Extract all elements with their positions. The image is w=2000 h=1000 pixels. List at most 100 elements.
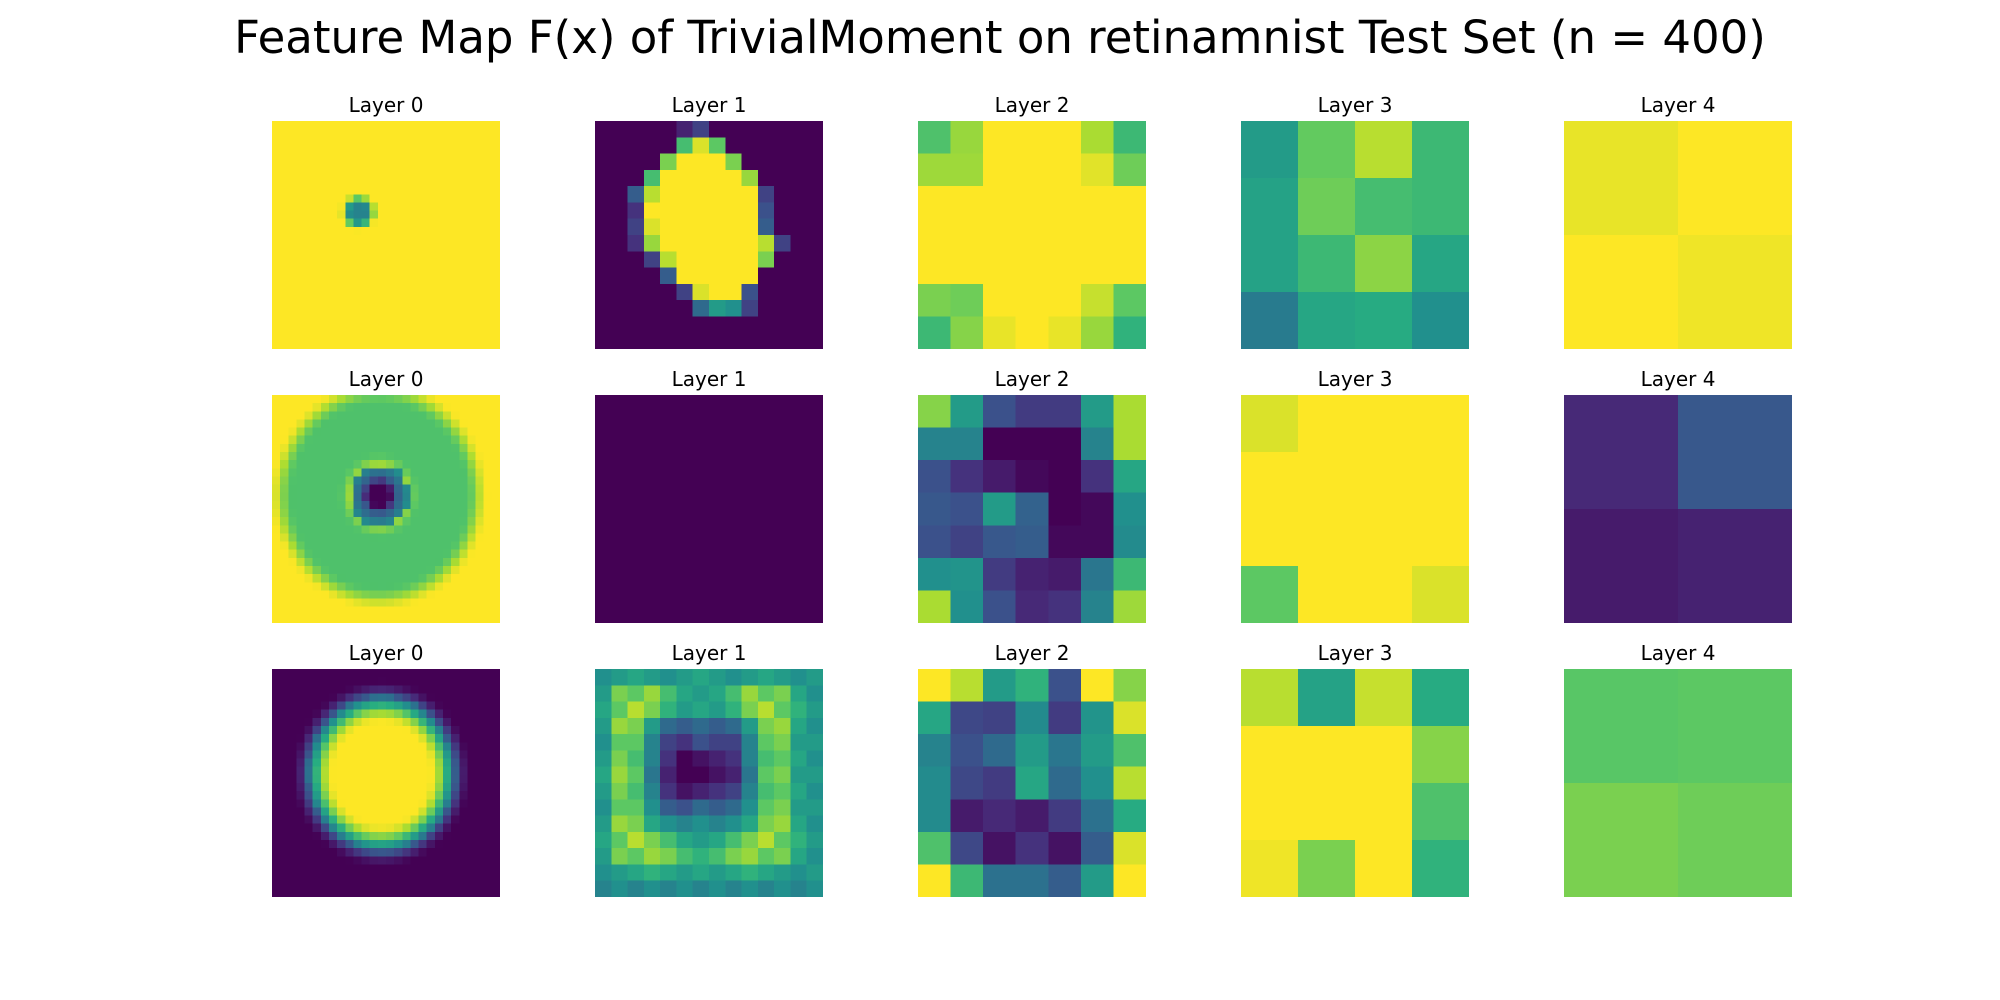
heatmap-cell [410, 549, 420, 559]
heatmap-cell [386, 774, 395, 784]
heatmap-cell [467, 500, 477, 510]
heatmap-cell [312, 840, 322, 849]
heatmap-cell [329, 701, 338, 711]
heatmap-cell [272, 194, 281, 204]
heatmap-cell [918, 427, 952, 461]
heatmap-cell [296, 848, 306, 857]
heatmap-cell [337, 582, 346, 592]
heatmap-cell [467, 574, 477, 583]
heatmap-cell [475, 783, 485, 792]
heatmap-cell [280, 427, 289, 437]
heatmap-cell [1113, 590, 1146, 623]
heatmap-cell [451, 403, 460, 412]
heatmap-cell [272, 137, 281, 147]
heatmap-cell [353, 598, 363, 608]
heatmap-cell [377, 717, 387, 727]
heatmap-cell [386, 411, 395, 421]
heatmap-cell [426, 677, 436, 686]
heatmap-cell [304, 598, 314, 608]
heatmap-cell [725, 669, 743, 686]
heatmap-cell [757, 864, 775, 882]
heatmap-cell [345, 774, 355, 784]
heatmap-cell [410, 791, 420, 800]
heatmap-cell [1015, 186, 1049, 220]
heatmap-cell [491, 880, 500, 890]
heatmap-cell [451, 275, 460, 285]
heatmap-cell [272, 799, 281, 809]
heatmap-cell [320, 590, 330, 600]
heatmap-cell [312, 210, 322, 220]
heatmap-cell [434, 598, 444, 608]
heatmap-cell [595, 783, 612, 800]
heatmap-cell [345, 476, 355, 486]
heatmap-cell [475, 880, 485, 890]
heatmap-cell [369, 823, 379, 833]
heatmap-cell [595, 186, 612, 204]
heatmap-cell [410, 774, 420, 784]
heatmap-cell [272, 774, 281, 784]
heatmap-cell [451, 693, 460, 703]
heatmap-cell [304, 492, 314, 502]
heatmap-cell [459, 427, 469, 437]
heatmap-cell [757, 880, 775, 897]
heatmap-cell [312, 831, 322, 841]
heatmap-cell [451, 129, 460, 138]
heatmap-cell [491, 831, 500, 841]
heatmap-cell [312, 606, 322, 616]
heatmap-cell [611, 137, 629, 155]
heatmap-cell [320, 340, 330, 349]
heatmap-cell [676, 251, 694, 269]
heatmap-cell [296, 340, 306, 349]
heatmap-cell [443, 783, 452, 792]
heatmap-cell [296, 669, 306, 678]
heatmap-cell [757, 669, 775, 686]
heatmap-cell [296, 275, 306, 285]
heatmap-cell [434, 791, 444, 800]
heatmap-cell [402, 169, 412, 179]
heatmap-cell [709, 251, 726, 269]
heatmap-cell [426, 194, 436, 204]
heatmap-cell [426, 888, 436, 897]
heatmap-cell [806, 848, 823, 866]
heatmap-cell [692, 815, 710, 833]
heatmap-cell [410, 460, 420, 469]
heatmap-cell [296, 685, 306, 695]
heatmap-cell [394, 484, 403, 494]
heatmap-cell [320, 509, 330, 518]
heatmap-cell [288, 427, 298, 437]
heatmap-cell [288, 848, 298, 857]
heatmap-cell [272, 734, 281, 743]
heatmap-cell [377, 709, 387, 719]
heatmap-cell [280, 210, 289, 220]
heatmap-cell [483, 395, 493, 404]
heatmap-cell [443, 517, 452, 526]
heatmap-cell [272, 161, 281, 171]
heatmap-cell [280, 758, 289, 768]
heatmap-cell [312, 484, 322, 494]
heatmap-cell [459, 709, 469, 719]
heatmap-cell [304, 509, 314, 518]
heatmap-cell [369, 275, 379, 285]
heatmap-cell [741, 864, 759, 882]
heatmap-cell [296, 872, 306, 882]
heatmap-cell [345, 791, 355, 800]
heatmap-cell [451, 194, 460, 204]
heatmap-cell [426, 267, 436, 277]
heatmap-cell [353, 517, 363, 526]
heatmap-cell [394, 750, 403, 760]
heatmap-cell [434, 848, 444, 857]
heatmap-cell [483, 848, 493, 857]
heatmap-cell [475, 476, 485, 486]
heatmap-cell [353, 468, 363, 478]
heatmap-cell [272, 443, 281, 453]
heatmap-cell [475, 275, 485, 285]
heatmap-cell [361, 864, 371, 874]
heatmap-cell [353, 840, 363, 849]
heatmap-cell [467, 533, 477, 543]
heatmap-cell [377, 774, 387, 784]
heatmap-cell [304, 799, 314, 809]
heatmap-cell [611, 783, 629, 800]
heatmap-cell [418, 831, 428, 841]
heatmap-cell [692, 669, 710, 686]
heatmap-cell [394, 324, 403, 334]
